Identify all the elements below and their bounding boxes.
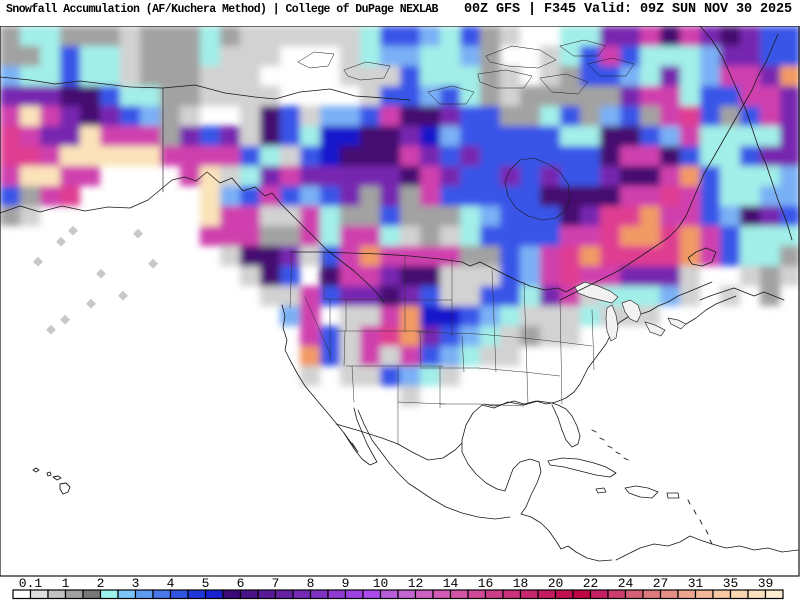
svg-text:27: 27 xyxy=(653,576,669,591)
svg-text:31: 31 xyxy=(688,576,704,591)
svg-text:39: 39 xyxy=(758,576,774,591)
svg-text:6: 6 xyxy=(237,576,245,591)
svg-text:14: 14 xyxy=(443,576,459,591)
svg-text:22: 22 xyxy=(583,576,599,591)
svg-text:35: 35 xyxy=(723,576,739,591)
svg-text:4: 4 xyxy=(167,576,175,591)
svg-text:20: 20 xyxy=(548,576,564,591)
svg-text:24: 24 xyxy=(618,576,634,591)
svg-text:16: 16 xyxy=(478,576,494,591)
svg-text:9: 9 xyxy=(342,576,350,591)
svg-text:0.1: 0.1 xyxy=(19,576,43,591)
svg-text:8: 8 xyxy=(307,576,315,591)
svg-text:5: 5 xyxy=(202,576,210,591)
svg-text:7: 7 xyxy=(272,576,280,591)
svg-text:12: 12 xyxy=(408,576,424,591)
svg-text:1: 1 xyxy=(62,576,70,591)
svg-text:10: 10 xyxy=(373,576,389,591)
svg-text:3: 3 xyxy=(132,576,140,591)
svg-text:2: 2 xyxy=(97,576,105,591)
svg-text:18: 18 xyxy=(513,576,529,591)
